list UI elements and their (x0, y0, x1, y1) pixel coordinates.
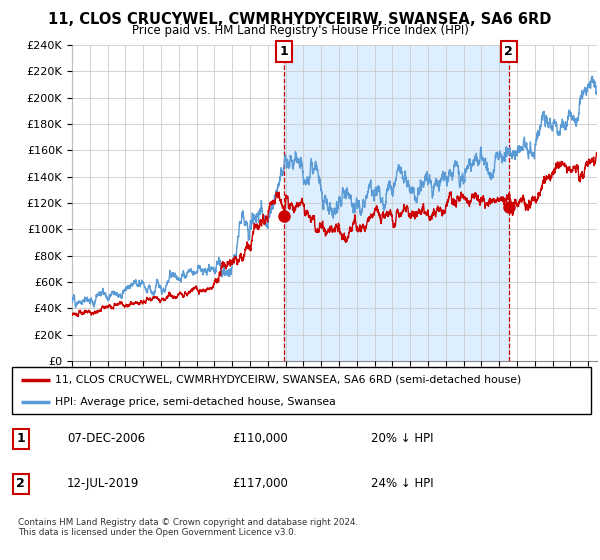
Text: 2: 2 (16, 477, 25, 491)
Text: 11, CLOS CRUCYWEL, CWMRHYDYCEIRW, SWANSEA, SA6 6RD (semi-detached house): 11, CLOS CRUCYWEL, CWMRHYDYCEIRW, SWANSE… (55, 375, 521, 385)
Text: 07-DEC-2006: 07-DEC-2006 (67, 432, 145, 445)
Text: 12-JUL-2019: 12-JUL-2019 (67, 477, 139, 491)
Text: 1: 1 (16, 432, 25, 445)
Text: £117,000: £117,000 (232, 477, 288, 491)
Text: 11, CLOS CRUCYWEL, CWMRHYDYCEIRW, SWANSEA, SA6 6RD: 11, CLOS CRUCYWEL, CWMRHYDYCEIRW, SWANSE… (49, 12, 551, 27)
Bar (284, 45, 509, 361)
Text: 24% ↓ HPI: 24% ↓ HPI (371, 477, 434, 491)
Text: HPI: Average price, semi-detached house, Swansea: HPI: Average price, semi-detached house,… (55, 396, 336, 407)
Text: £110,000: £110,000 (232, 432, 288, 445)
Text: Price paid vs. HM Land Registry's House Price Index (HPI): Price paid vs. HM Land Registry's House … (131, 24, 469, 36)
Text: 1: 1 (280, 45, 289, 58)
Text: Contains HM Land Registry data © Crown copyright and database right 2024.
This d: Contains HM Land Registry data © Crown c… (18, 518, 358, 538)
FancyBboxPatch shape (12, 367, 591, 414)
Text: 20% ↓ HPI: 20% ↓ HPI (371, 432, 433, 445)
Text: 2: 2 (505, 45, 513, 58)
